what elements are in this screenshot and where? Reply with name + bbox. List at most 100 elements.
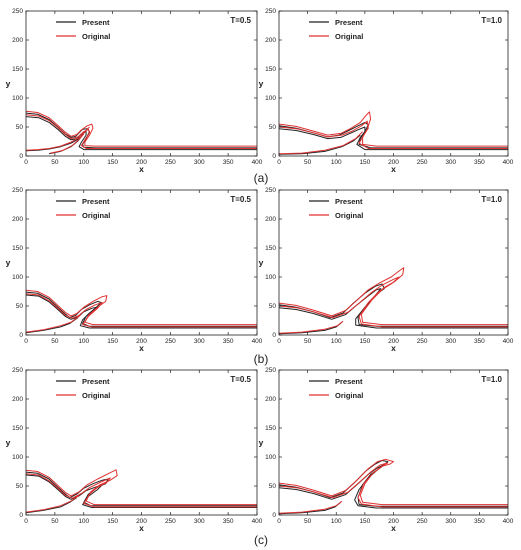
contour-line	[26, 126, 90, 151]
plot-1: 0 50 100 150 200 250 300 350 400 0 50 100 150 200 250 x…	[6, 8, 263, 174]
y-tick-label: 0	[19, 512, 23, 519]
x-tick-label: 250	[165, 159, 176, 166]
y-tick-label: 0	[272, 153, 276, 160]
panel-label-a: (a)	[254, 171, 269, 185]
x-tick-label: 0	[277, 338, 281, 345]
x-tick-label: 0	[24, 159, 28, 166]
series-original	[279, 458, 508, 514]
y-tick-label: 200	[265, 37, 276, 44]
contour-line	[26, 473, 257, 508]
y-tick-label: 150	[265, 425, 276, 432]
y-axis-label: y	[259, 79, 264, 89]
x-tick-label: 300	[445, 518, 456, 525]
x-tick-label: 400	[503, 159, 514, 166]
series-original	[26, 469, 257, 513]
x-tick-label: 350	[223, 159, 234, 166]
contour-line	[279, 131, 363, 155]
series-original	[279, 267, 508, 334]
panel-label-c: (c)	[254, 533, 268, 547]
contour-line	[279, 320, 344, 334]
time-label: T=0.5	[230, 16, 251, 25]
time-label: T=0.5	[230, 195, 251, 204]
panel-label-b: (b)	[254, 352, 269, 366]
x-tick-label: 200	[136, 338, 147, 345]
contour-line	[279, 288, 508, 329]
y-tick-label: 100	[12, 274, 23, 281]
contour-line	[279, 134, 361, 155]
x-tick-label: 100	[331, 159, 342, 166]
contour-line	[279, 462, 508, 508]
time-label: T=1.0	[481, 375, 502, 384]
contour-line	[279, 267, 508, 326]
x-tick-label: 150	[359, 338, 370, 345]
series-original	[26, 289, 257, 333]
y-tick-label: 100	[265, 454, 276, 461]
x-tick-label: 100	[78, 159, 89, 166]
x-tick-label: 400	[503, 518, 514, 525]
legend-label: Original	[82, 32, 110, 41]
x-tick-label: 350	[474, 338, 485, 345]
y-axis-label: y	[259, 438, 264, 448]
y-axis-label: y	[6, 79, 11, 89]
x-axis-label: x	[139, 164, 144, 174]
legend-label: Original	[82, 391, 110, 400]
x-tick-label: 250	[417, 159, 428, 166]
y-tick-label: 200	[265, 216, 276, 223]
contour-line	[279, 500, 343, 514]
x-tick-label: 400	[503, 338, 514, 345]
x-tick-label: 200	[136, 518, 147, 525]
y-tick-label: 250	[265, 187, 276, 194]
x-axis-label: x	[391, 343, 396, 353]
series-original	[279, 111, 508, 155]
y-tick-label: 0	[19, 332, 23, 339]
y-tick-label: 200	[265, 396, 276, 403]
contour-line	[50, 133, 85, 154]
x-tick-label: 100	[78, 518, 89, 525]
y-tick-label: 100	[265, 95, 276, 102]
y-tick-label: 50	[269, 483, 277, 490]
legend-label: Original	[335, 32, 363, 41]
plot-3: 0 50 100 150 200 250 300 350 400 0 50 100 150 200 250 x…	[6, 187, 263, 353]
contour-line	[279, 126, 508, 151]
y-tick-label: 250	[265, 367, 276, 374]
contour-line	[279, 276, 508, 328]
y-tick-label: 150	[12, 425, 23, 432]
x-tick-label: 200	[388, 518, 399, 525]
x-tick-label: 400	[252, 159, 263, 166]
legend-label: Present	[82, 377, 110, 386]
x-tick-label: 150	[107, 518, 118, 525]
x-tick-label: 150	[359, 159, 370, 166]
x-tick-label: 250	[165, 338, 176, 345]
x-tick-label: 300	[194, 338, 205, 345]
contour-line	[26, 114, 257, 149]
legend-label: Present	[335, 197, 363, 206]
x-tick-label: 200	[388, 159, 399, 166]
contour-line	[279, 458, 508, 506]
x-tick-label: 50	[304, 159, 312, 166]
x-tick-label: 350	[474, 159, 485, 166]
x-tick-label: 400	[252, 518, 263, 525]
x-tick-label: 250	[417, 338, 428, 345]
y-tick-label: 50	[16, 483, 24, 490]
y-tick-label: 100	[12, 95, 23, 102]
plot-5: 0 50 100 150 200 250 300 350 400 0 50 100 150 200 250 x…	[6, 367, 263, 533]
y-tick-label: 100	[265, 274, 276, 281]
legend-label: Present	[335, 18, 363, 27]
x-tick-label: 300	[194, 159, 205, 166]
contour-line	[279, 464, 508, 509]
time-label: T=1.0	[481, 195, 502, 204]
y-tick-label: 150	[265, 245, 276, 252]
x-tick-label: 250	[165, 518, 176, 525]
y-axis-label: y	[6, 258, 11, 268]
y-tick-label: 150	[12, 66, 23, 73]
y-tick-label: 250	[12, 8, 23, 15]
contour-line	[26, 110, 257, 147]
legend-label: Present	[82, 197, 110, 206]
x-tick-label: 0	[277, 518, 281, 525]
series-original	[26, 110, 257, 154]
x-tick-label: 350	[223, 518, 234, 525]
time-label: T=1.0	[481, 16, 502, 25]
x-tick-label: 50	[51, 338, 59, 345]
